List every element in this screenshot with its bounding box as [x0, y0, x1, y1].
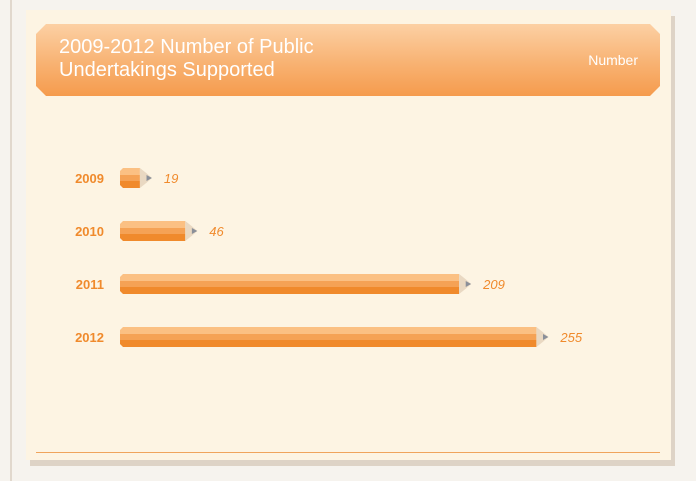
pencil-tip-wood	[536, 327, 549, 347]
bar-facet-middle	[120, 281, 460, 287]
pencil-tip-wood	[459, 274, 472, 294]
year-label-2010: 2010	[75, 224, 104, 239]
bar-2011	[120, 274, 472, 294]
bar-2009	[120, 168, 152, 188]
bar-facet-top	[120, 274, 460, 281]
pencil-tip-wood	[185, 221, 198, 241]
pencil-tip-graphite	[543, 334, 549, 340]
pencil-tip-graphite	[191, 228, 198, 234]
value-label-2011: 209	[482, 277, 505, 292]
chart-header-banner: 2009-2012 Number of Public Undertakings …	[36, 24, 660, 96]
bar-facet-middle	[120, 334, 537, 340]
unit-label: Number	[588, 52, 638, 68]
bar-facet-top	[120, 221, 186, 228]
bar-facet-top	[120, 168, 140, 175]
value-label-2012: 255	[559, 330, 582, 345]
bottom-divider	[36, 452, 660, 453]
pencil-tip-graphite	[146, 175, 152, 181]
bar-2012	[120, 327, 549, 347]
bar-facet-bottom	[120, 234, 186, 241]
bar-facet-middle	[120, 228, 186, 234]
value-label-2010: 46	[209, 224, 224, 239]
bar-2010	[120, 221, 198, 241]
bar-facet-bottom	[120, 181, 140, 188]
pencil-tip-wood	[139, 168, 152, 188]
bar-facet-bottom	[120, 287, 460, 294]
pencil-tip-graphite	[465, 281, 472, 287]
bar-facet-top	[120, 327, 537, 334]
year-label-2012: 2012	[75, 330, 104, 345]
value-label-2009: 19	[164, 171, 178, 186]
year-label-2009: 2009	[75, 171, 104, 186]
chart-title: 2009-2012 Number of Public Undertakings …	[59, 36, 314, 81]
bar-facet-middle	[120, 175, 140, 181]
left-margin-rule	[10, 0, 12, 481]
bar-facet-bottom	[120, 340, 537, 347]
year-label-2011: 2011	[76, 277, 104, 292]
